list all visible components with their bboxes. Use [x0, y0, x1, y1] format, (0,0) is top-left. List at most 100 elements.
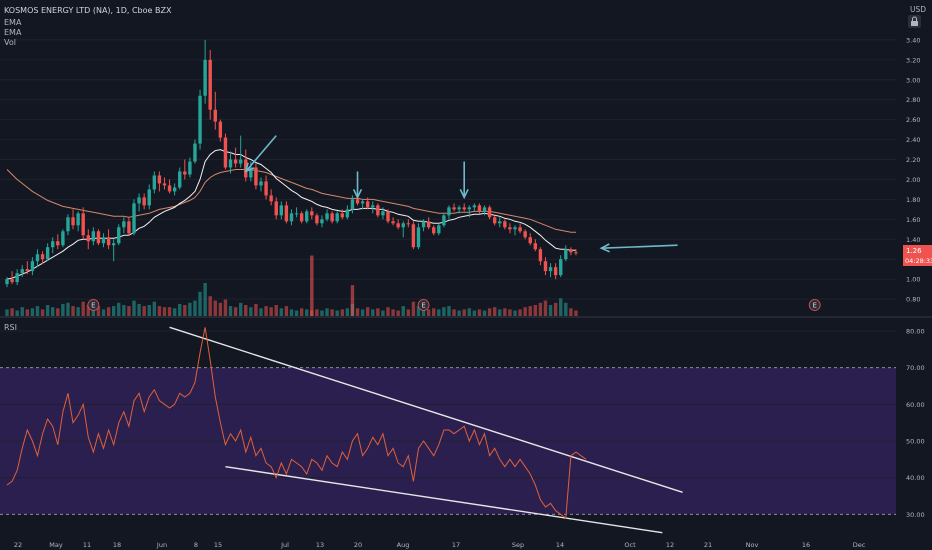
candle — [310, 207, 314, 220]
volume-bar — [61, 303, 65, 316]
volume-bar — [228, 306, 233, 316]
candle-body — [25, 269, 30, 272]
volume-bar — [487, 308, 492, 316]
price-axis[interactable]: 3.40 3.20 3.00 2.80 2.60 2.40 2.20 2.00 1.80 1.60… — [906, 36, 920, 303]
candle — [487, 205, 492, 220]
candle — [432, 225, 436, 236]
candle-body — [432, 227, 436, 234]
candle-body — [498, 221, 502, 224]
candle — [284, 201, 289, 224]
volume-bar — [91, 308, 96, 316]
earnings-event-marker[interactable]: E — [417, 299, 430, 311]
candle — [137, 193, 141, 212]
candle — [533, 239, 538, 252]
time-tick-label: Aug — [397, 541, 410, 549]
candle — [183, 159, 187, 180]
candle — [259, 177, 263, 192]
volume-bar — [574, 310, 578, 316]
rsi-trendlines — [169, 326, 683, 534]
volume-bar — [244, 305, 248, 316]
volume-bar — [482, 310, 487, 316]
volume-bar — [40, 309, 45, 316]
indicator-ema-2[interactable]: EMA — [4, 28, 22, 37]
rsi-axis[interactable]: 80.00 70.00 60.00 50.00 40.00 30.00 — [906, 328, 925, 519]
candle — [315, 213, 319, 226]
volume-bar — [559, 298, 563, 316]
volume-bar — [269, 307, 273, 316]
candle-body — [533, 243, 538, 250]
candle — [442, 213, 446, 228]
candle-body — [233, 159, 238, 164]
price-tick-label: 1.60 — [906, 216, 920, 224]
candle — [91, 227, 96, 246]
candle-body — [350, 199, 355, 210]
volume-bar — [249, 307, 253, 316]
candle-body — [274, 201, 278, 216]
indicator-ema-1[interactable]: EMA — [4, 18, 22, 27]
volume-bar — [391, 309, 395, 316]
rsi-tick-label: 80.00 — [906, 328, 925, 336]
rsi-title[interactable]: RSI — [4, 323, 17, 332]
candle-body — [20, 269, 24, 274]
volume-bar — [172, 308, 177, 316]
earnings-event-marker[interactable]: E — [87, 299, 100, 311]
candle — [452, 203, 456, 212]
candle — [157, 171, 162, 192]
candle-body — [40, 254, 45, 260]
candle-body — [543, 261, 548, 272]
volume-bar — [513, 310, 517, 316]
volume-bar — [178, 303, 182, 316]
ema-fast-line — [6, 149, 576, 280]
candle-body — [523, 231, 527, 238]
candle-body — [198, 95, 202, 144]
candle-body — [564, 249, 568, 260]
candle-body — [284, 205, 289, 222]
candle-body — [106, 237, 111, 246]
candle — [569, 247, 573, 256]
price-tick-label: 3.40 — [906, 36, 920, 44]
candle — [447, 205, 451, 220]
rsi-tick-label: 30.00 — [906, 511, 925, 519]
candle-body — [447, 207, 451, 216]
earnings-event-glyph: E — [421, 302, 425, 310]
candle — [152, 171, 157, 194]
earnings-event-marker[interactable]: E — [808, 299, 821, 311]
candle — [548, 263, 553, 278]
candle — [86, 229, 90, 250]
candle — [218, 119, 223, 142]
candle-body — [218, 121, 223, 138]
candle-body — [335, 213, 339, 222]
volume-bar — [401, 306, 405, 316]
candle-body — [279, 205, 284, 216]
candle-body — [5, 279, 9, 285]
candle-body — [426, 221, 431, 228]
time-tick-label: Nov — [746, 541, 759, 549]
volume-bar — [320, 310, 324, 316]
candle — [279, 201, 284, 220]
candle-body — [15, 273, 19, 283]
volume-bar — [264, 306, 268, 316]
rsi-tick-label: 60.00 — [906, 401, 925, 409]
volume-bar — [355, 308, 360, 316]
volume-bar — [477, 309, 482, 316]
candle-body — [142, 197, 146, 206]
candle-body — [416, 227, 421, 248]
indicator-volume[interactable]: Vol — [4, 38, 16, 47]
time-axis[interactable]: 22 May 11 18 Jun 8 15 Jul 13 20 Aug 17 Sep 14 Oct 12 21 N… — [14, 541, 866, 549]
volume-bar — [218, 302, 223, 316]
volume-bar — [457, 310, 461, 316]
rsi-panel[interactable] — [0, 326, 896, 534]
candle-body — [61, 231, 65, 246]
candle — [203, 39, 207, 104]
annotation-arrow — [599, 243, 678, 253]
candle — [406, 219, 411, 228]
volume-bar — [56, 308, 60, 316]
volume-bar — [406, 309, 411, 316]
candle-body — [396, 223, 400, 228]
candle — [498, 217, 502, 228]
volume-bar — [467, 308, 471, 316]
ema-slow-line — [6, 169, 576, 233]
candle — [503, 219, 507, 230]
